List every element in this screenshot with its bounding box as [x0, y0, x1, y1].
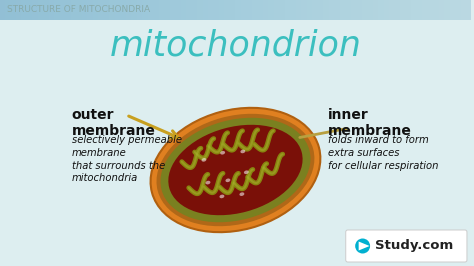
Text: inner
membrane: inner membrane — [328, 108, 412, 138]
Ellipse shape — [151, 108, 320, 232]
Polygon shape — [359, 242, 370, 251]
Ellipse shape — [206, 181, 210, 184]
Ellipse shape — [156, 114, 314, 226]
Text: STRUCTURE OF MITOCHONDRIA: STRUCTURE OF MITOCHONDRIA — [7, 6, 150, 15]
Ellipse shape — [220, 151, 225, 155]
Bar — [0, 0, 471, 20]
Text: Study.com: Study.com — [374, 239, 453, 252]
Text: selectively permeable
membrane
that surrounds the
mitochondria: selectively permeable membrane that surr… — [72, 135, 182, 183]
Ellipse shape — [168, 125, 302, 215]
Ellipse shape — [239, 192, 244, 196]
Ellipse shape — [219, 195, 224, 198]
Ellipse shape — [355, 239, 370, 253]
Ellipse shape — [226, 178, 230, 182]
Text: folds inward to form
extra surfaces
for cellular respiration: folds inward to form extra surfaces for … — [328, 135, 438, 171]
Text: outer
membrane: outer membrane — [72, 108, 155, 138]
Ellipse shape — [201, 158, 206, 162]
Ellipse shape — [244, 171, 249, 174]
Ellipse shape — [240, 150, 246, 153]
FancyBboxPatch shape — [346, 230, 467, 262]
Ellipse shape — [161, 118, 310, 222]
Text: mitochondrion: mitochondrion — [109, 29, 361, 63]
